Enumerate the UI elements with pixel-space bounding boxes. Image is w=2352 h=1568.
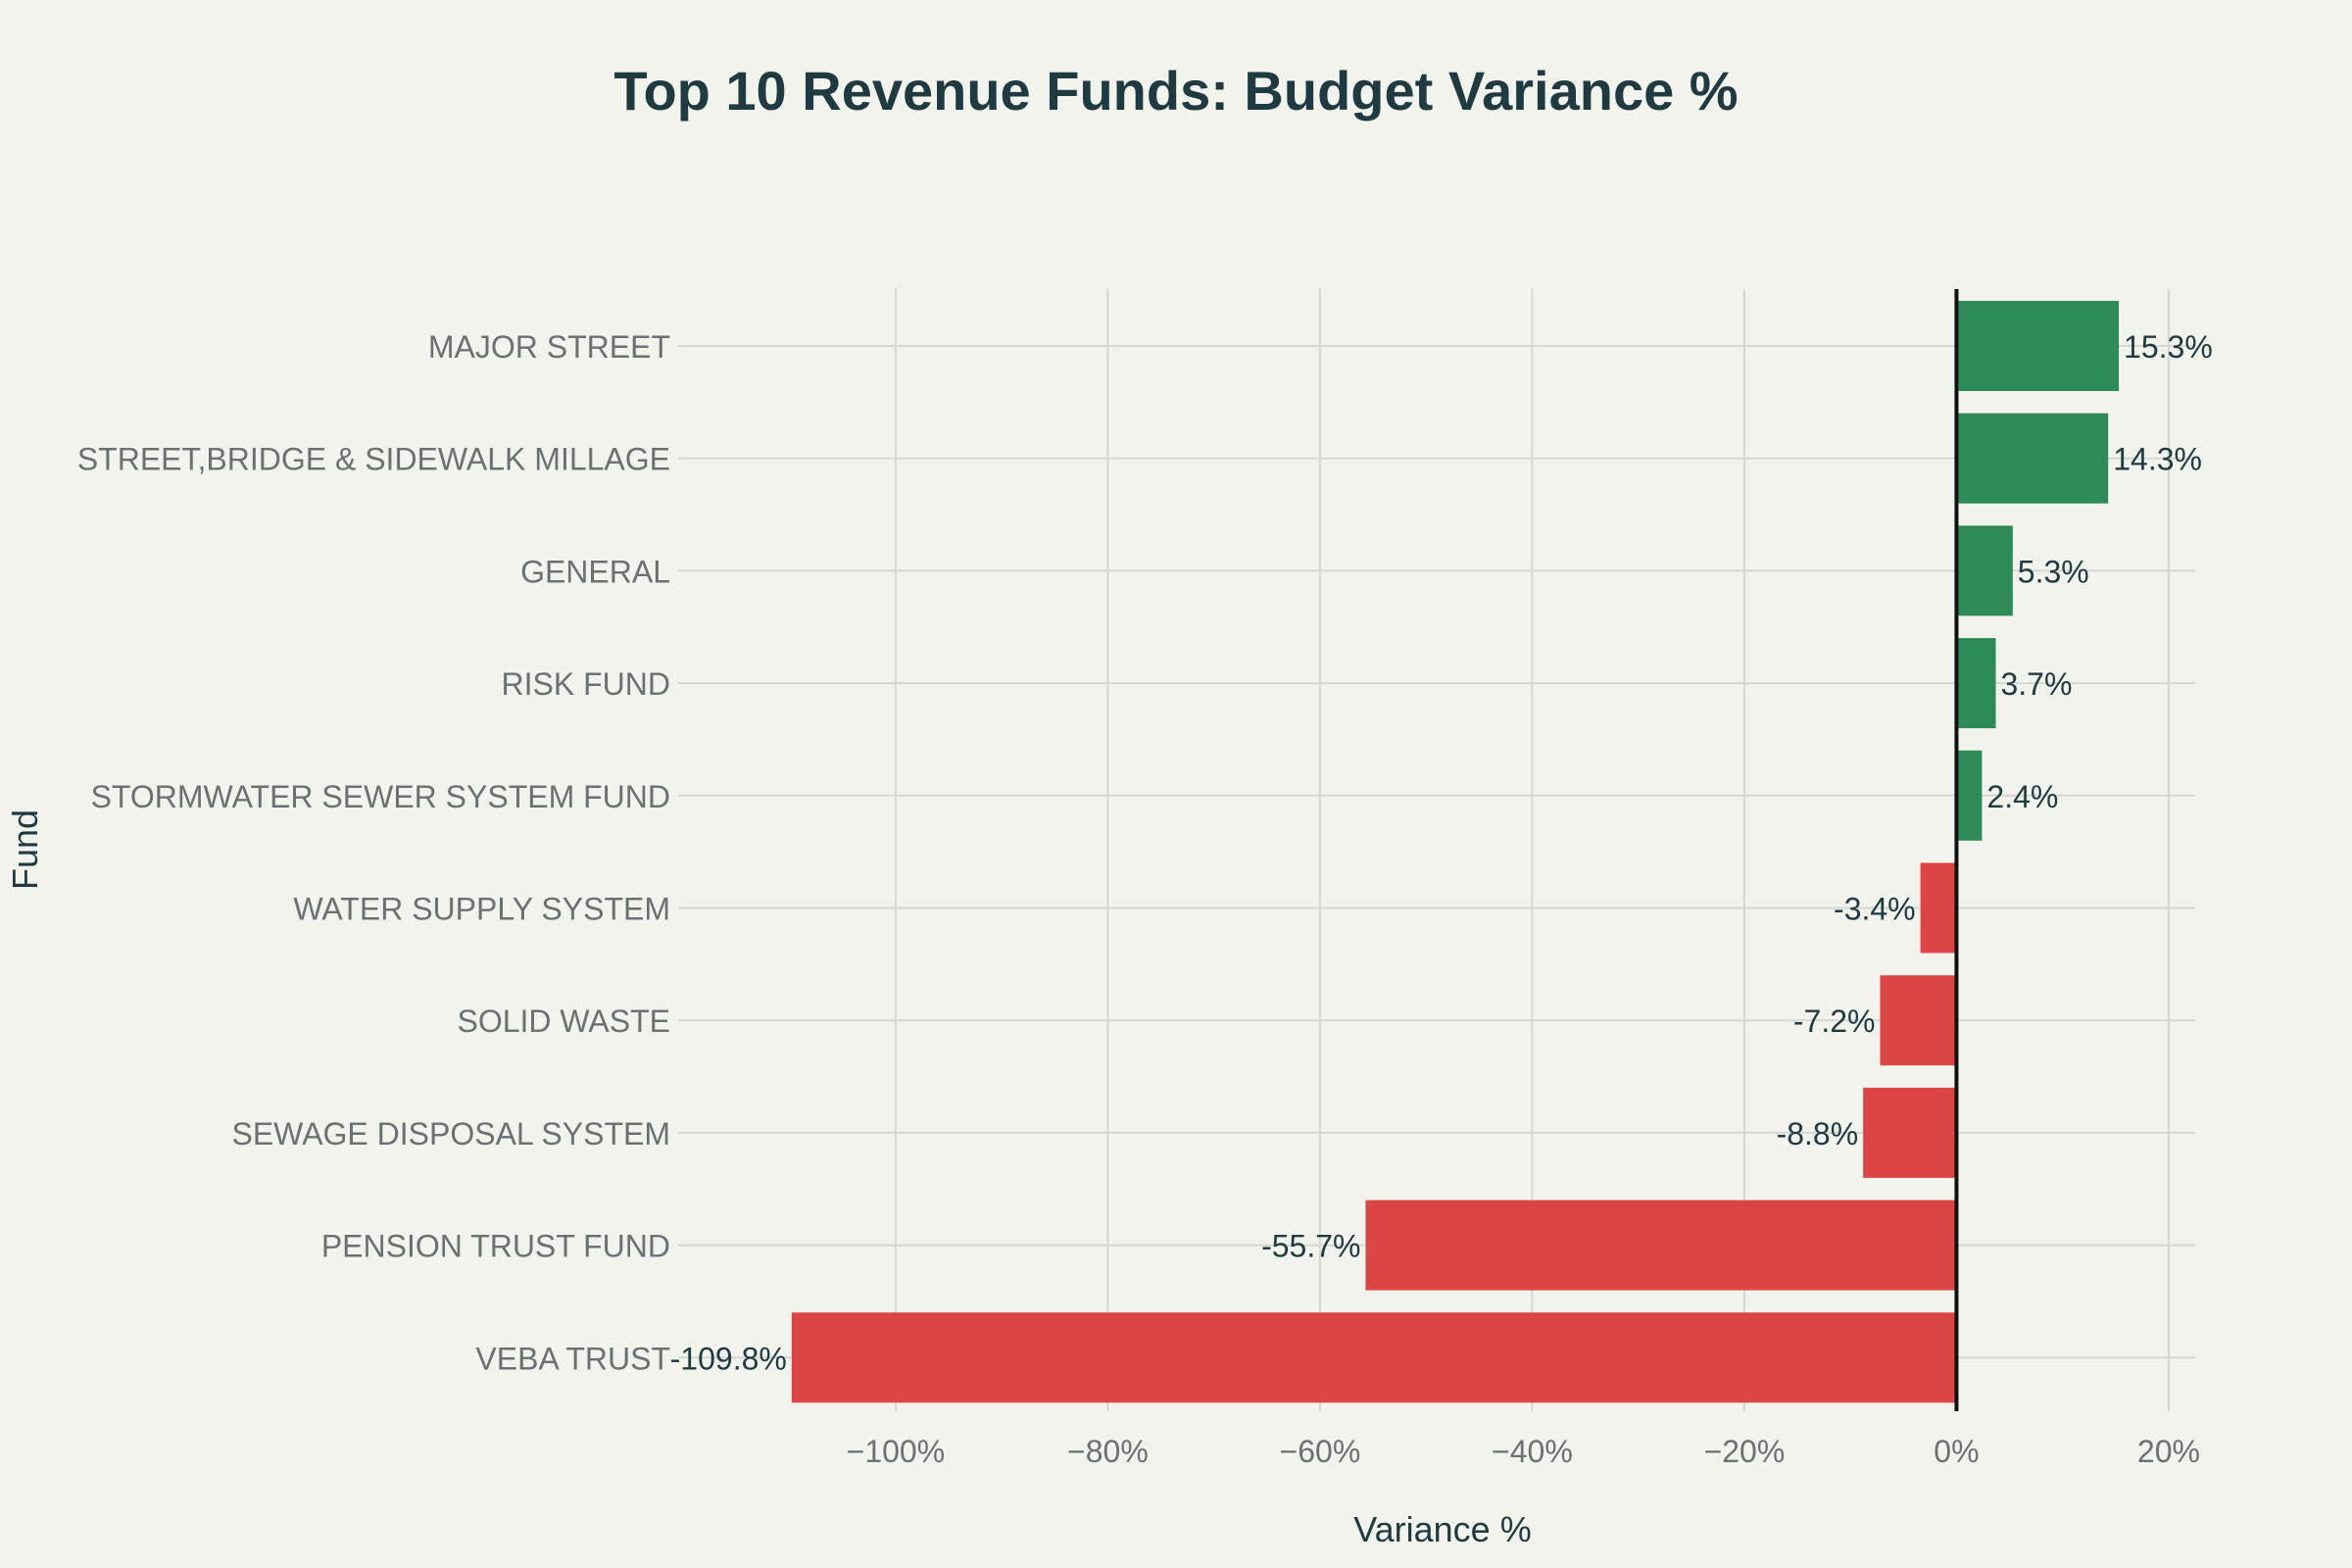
data-label: -109.8%	[670, 1341, 787, 1376]
labels-layer: 15.3% 14.3% 5.3% 3.7% 2.4% -3.4% -7.2% -8.8% -55…	[670, 329, 2213, 1376]
y-axis-title: Fund	[5, 809, 45, 890]
category-label: VEBA TRUST	[475, 1341, 670, 1376]
bar-street-bridge-sidewalk-millage	[1956, 413, 2109, 504]
x-tick-label: −20%	[1704, 1434, 1786, 1469]
bar-solid-waste	[1880, 975, 1957, 1066]
data-label: -55.7%	[1261, 1229, 1360, 1264]
data-label: 2.4%	[1986, 779, 2058, 814]
bar-major-street	[1956, 301, 2120, 391]
bar-water-supply-system	[1920, 862, 1957, 954]
data-label: 15.3%	[2124, 329, 2213, 365]
category-label: GENERAL	[520, 554, 670, 589]
category-label: MAJOR STREET	[428, 329, 670, 365]
x-tick-label: 0%	[1934, 1434, 1979, 1469]
x-tick-label: −40%	[1492, 1434, 1573, 1469]
bar-pension-trust-fund	[1365, 1200, 1957, 1291]
x-tick-label: −80%	[1067, 1434, 1149, 1469]
bar-veba-trust	[791, 1312, 1957, 1403]
x-tick-label: −60%	[1280, 1434, 1361, 1469]
bars-layer	[791, 301, 2120, 1403]
bar-stormwater-sewer-system-fund	[1956, 750, 1983, 841]
category-label: RISK FUND	[502, 666, 670, 702]
data-label: 14.3%	[2113, 442, 2202, 477]
bar-risk-fund	[1956, 638, 1996, 729]
x-tick-label: −100%	[847, 1434, 946, 1469]
data-label: 5.3%	[2018, 554, 2089, 589]
axis-layer: −100% −80% −60% −40% −20% 0% 20% MAJOR STREET ST…	[77, 289, 2200, 1469]
category-label: WATER SUPPLY SYSTEM	[293, 892, 670, 927]
data-label: -3.4%	[1834, 892, 1916, 927]
category-label: SEWAGE DISPOSAL SYSTEM	[231, 1116, 670, 1152]
x-axis-title: Variance %	[1353, 1509, 1531, 1549]
data-label: -8.8%	[1777, 1116, 1859, 1152]
category-label: STREET,BRIDGE & SIDEWALK MILLAGE	[77, 442, 670, 477]
bar-general	[1956, 525, 2013, 616]
category-label: STORMWATER SEWER SYSTEM FUND	[91, 779, 670, 814]
chart-title: Top 10 Revenue Funds: Budget Variance %	[613, 60, 1738, 122]
data-label: 3.7%	[2000, 666, 2072, 702]
x-tick-label: 20%	[2137, 1434, 2200, 1469]
category-label: SOLID WASTE	[457, 1004, 670, 1039]
category-label: PENSION TRUST FUND	[321, 1229, 670, 1264]
data-label: -7.2%	[1793, 1004, 1876, 1039]
bar-sewage-disposal-system	[1863, 1087, 1957, 1178]
